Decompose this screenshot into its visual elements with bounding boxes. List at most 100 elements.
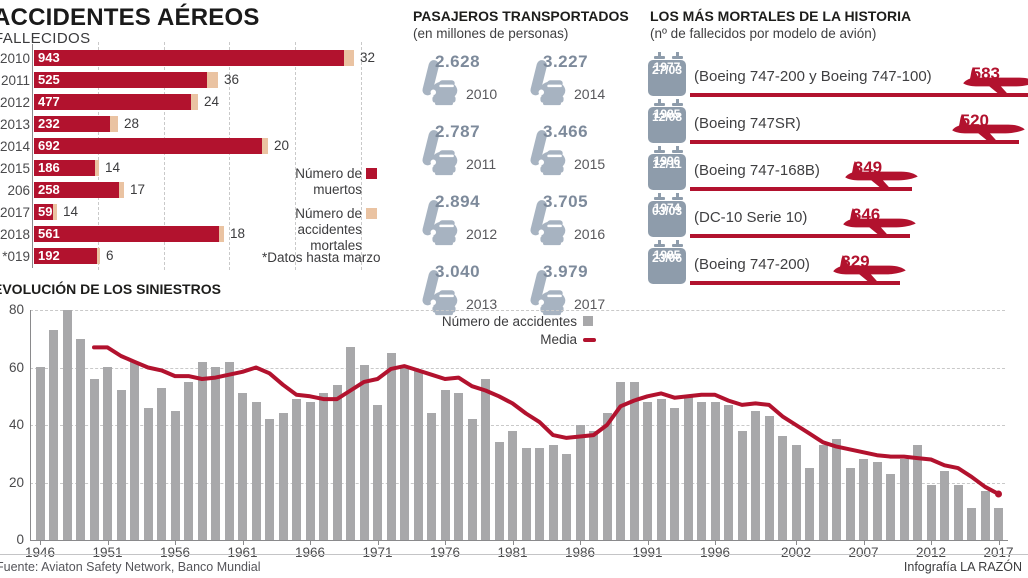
passengers-year: 2012 bbox=[466, 226, 498, 242]
accidents-bar bbox=[832, 439, 841, 540]
x-axis-tick bbox=[377, 541, 379, 545]
evolucion-title: EVOLUCIÓN DE LOS SINIESTROS bbox=[0, 281, 221, 297]
accidentes-swatch bbox=[366, 208, 377, 219]
accidents-count: 6 bbox=[106, 248, 114, 263]
credit-text: Infografía LA RAZÓN bbox=[903, 560, 1022, 574]
x-axis-label: 1986 bbox=[564, 545, 596, 560]
accidents-bar bbox=[508, 431, 517, 540]
accidents-bar bbox=[170, 411, 180, 540]
calendar-tab bbox=[676, 146, 679, 151]
x-axis-tick bbox=[931, 541, 932, 545]
x-axis-label: 1961 bbox=[227, 545, 258, 560]
accidents-bar bbox=[454, 393, 463, 540]
x-axis-tick bbox=[242, 541, 244, 545]
x-axis-label: 1981 bbox=[497, 545, 528, 560]
calendar-tab bbox=[658, 146, 661, 151]
calendar-tab-base bbox=[654, 56, 665, 59]
x-axis-tick bbox=[580, 541, 581, 545]
mortales-rows: 27/03 1977 (Boeing 747-200 y Boeing 747-10… bbox=[648, 52, 1028, 285]
x-axis-tick bbox=[863, 541, 865, 545]
fallecidos-footnote: *Datos hasta marzo bbox=[262, 250, 381, 265]
calendar-year: 1996 bbox=[653, 154, 681, 168]
footer-divider bbox=[0, 554, 1028, 555]
accidents-bar bbox=[278, 413, 288, 540]
x-axis-tick bbox=[796, 541, 797, 545]
accidents-bar bbox=[994, 508, 1003, 540]
airplane-seat-icon bbox=[530, 60, 566, 106]
airplane-seat-icon bbox=[422, 130, 458, 176]
x-axis-label: 1951 bbox=[92, 545, 123, 560]
accidents-bar-tip bbox=[95, 160, 99, 176]
accidents-bar bbox=[346, 347, 355, 540]
x-axis-tick bbox=[40, 541, 41, 545]
accidents-bar-tip bbox=[344, 50, 354, 66]
pasajeros-item: 2.894 2012 bbox=[420, 192, 524, 256]
x-axis-label: 2002 bbox=[780, 545, 812, 560]
y-axis-label: 80 bbox=[8, 302, 24, 317]
x-axis-label: 1966 bbox=[294, 545, 326, 560]
fatalities-bar-line bbox=[690, 140, 1019, 144]
fallecidos-chart: 2010 943 32 2011 525 36 2012 477 24 2013 232 28 2014… bbox=[0, 0, 400, 275]
accidents-bar-tip bbox=[207, 72, 218, 88]
accidents-count: 28 bbox=[124, 116, 140, 131]
deaths-value: 561 bbox=[38, 226, 60, 241]
accidents-bar bbox=[467, 419, 477, 540]
y-axis-label: 60 bbox=[8, 359, 24, 375]
accidents-bar bbox=[332, 385, 342, 540]
accidents-bar bbox=[373, 405, 382, 540]
accidents-bar bbox=[481, 379, 490, 540]
accidents-bar bbox=[562, 454, 571, 540]
airplane-seat-icon bbox=[530, 270, 566, 316]
calendar-tab bbox=[676, 52, 679, 57]
accidents-bar bbox=[143, 408, 153, 540]
accidents-bar bbox=[710, 402, 720, 540]
calendar-tab-base bbox=[672, 103, 683, 106]
calendar-date: 12/08 bbox=[651, 110, 683, 124]
accidents-bar bbox=[737, 431, 747, 540]
accidents-bar bbox=[103, 367, 112, 540]
pasajeros-item: 3.705 2016 bbox=[528, 192, 632, 256]
accidents-bar bbox=[157, 388, 166, 540]
year-label: 2012 bbox=[0, 95, 30, 110]
deaths-value: 192 bbox=[38, 248, 60, 263]
deaths-bar: 943 bbox=[34, 50, 344, 66]
accidents-count: 32 bbox=[360, 50, 376, 65]
accidents-bar bbox=[413, 370, 423, 540]
passengers-year: 2010 bbox=[466, 86, 498, 102]
muertos-swatch bbox=[366, 168, 377, 179]
passengers-year: 2014 bbox=[574, 86, 606, 102]
year-label: 2015 bbox=[0, 161, 30, 176]
airplane-icon bbox=[963, 67, 1028, 96]
deaths-value: 525 bbox=[38, 72, 60, 87]
accidents-count: 36 bbox=[224, 72, 240, 87]
calendar-tab bbox=[658, 240, 661, 245]
accidents-bar-tip bbox=[119, 182, 124, 198]
evolucion-plot: 0 20 40 60 80 1946 1951 1956 1961 1966 1971 1976 198… bbox=[0, 280, 1028, 560]
accidents-bar bbox=[899, 459, 909, 540]
calendar-tab bbox=[658, 52, 661, 57]
accidents-bar bbox=[359, 365, 369, 540]
x-axis-tick bbox=[512, 541, 514, 545]
airplane-icon bbox=[843, 208, 916, 237]
accidents-bar bbox=[35, 367, 45, 540]
deaths-bar: 232 bbox=[34, 116, 110, 132]
accidents-count: 20 bbox=[274, 138, 290, 153]
calendar-tab bbox=[676, 99, 679, 104]
aircraft-model: (DC-10 Serie 10) bbox=[694, 209, 808, 226]
calendar-icon: 23/06 1985 bbox=[648, 248, 686, 284]
calendar-tab-base bbox=[672, 197, 683, 200]
legend-line: Número de bbox=[295, 166, 362, 181]
calendar-icon: 12/08 1985 bbox=[648, 107, 686, 143]
accidents-bar bbox=[913, 445, 922, 540]
deaths-value: 232 bbox=[38, 116, 60, 131]
passengers-value: 3.040 bbox=[435, 262, 481, 281]
fatalities-bar-line bbox=[690, 234, 911, 238]
fallecidos-label: FALLECIDOS bbox=[0, 30, 91, 47]
fatalities-value: 520 bbox=[960, 111, 989, 130]
fatalities-bar-line bbox=[690, 93, 1028, 97]
deaths-bar: 561 bbox=[34, 226, 219, 242]
passengers-value: 2.628 bbox=[435, 52, 481, 71]
fallecidos-legend-accidentes: Número de accidentes mortales bbox=[250, 206, 362, 254]
fallecidos-legend-muertos: Número de muertos bbox=[250, 166, 362, 198]
legend-line: muertos bbox=[313, 182, 362, 197]
